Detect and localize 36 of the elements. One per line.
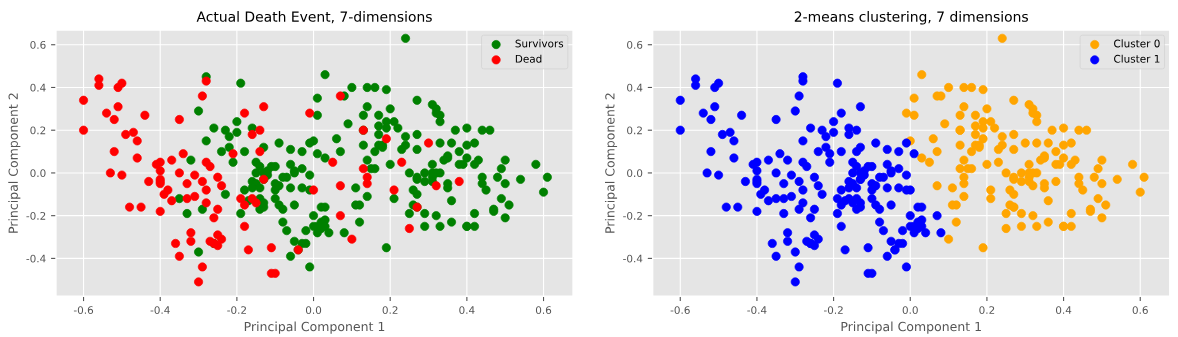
- legend-label: Cluster 0: [1114, 39, 1160, 48]
- x-axis-title: Principal Component 1: [244, 321, 385, 334]
- x-tick-label: 0.2: [382, 306, 398, 315]
- x-tick-label: 0.2: [979, 306, 995, 315]
- y-tick-label: -0.4: [623, 254, 643, 263]
- y-axis-title: Principal Component 2: [604, 93, 618, 233]
- y-tick-label: 0.6: [30, 40, 46, 49]
- x-tick-label: -0.4: [150, 306, 170, 315]
- x-tick-label: -0.4: [747, 306, 767, 315]
- x-tick-label: 0.6: [535, 306, 552, 315]
- x-tick-label: 0.0: [305, 306, 322, 315]
- y-tick-label: -0.4: [26, 254, 46, 263]
- y-tick-label: 0.4: [30, 83, 46, 92]
- x-tick-label: 0.4: [1055, 306, 1072, 315]
- y-tick-label: 0.0: [627, 169, 643, 178]
- x-axis-title: Principal Component 1: [841, 321, 981, 334]
- x-tick-label: -0.6: [670, 306, 690, 315]
- y-tick-label: 0.4: [627, 83, 643, 92]
- y-axis-title: Principal Component 2: [8, 93, 21, 233]
- x-tick-label: -0.2: [823, 306, 843, 315]
- x-tick-label: 0.4: [459, 306, 475, 315]
- x-tick-label: -0.2: [227, 306, 246, 315]
- y-tick-label: -0.2: [26, 211, 46, 220]
- legend-label: Cluster 1: [1114, 54, 1160, 63]
- y-tick-label: 0.2: [30, 126, 46, 135]
- legend-label: Dead: [515, 54, 542, 63]
- chart-title: 2-means clustering, 7 dimensions: [794, 11, 1028, 25]
- y-tick-label: -0.2: [623, 211, 642, 220]
- y-tick-label: 0.6: [627, 40, 643, 49]
- chart-title: Actual Death Event, 7-dimensions: [196, 11, 432, 24]
- legend-label: Survivors: [515, 39, 564, 48]
- y-tick-label: 0.2: [627, 126, 642, 135]
- x-tick-label: 0.0: [902, 306, 918, 315]
- x-tick-label: 0.6: [1132, 306, 1148, 315]
- x-tick-label: -0.6: [73, 306, 94, 315]
- y-tick-label: 0.0: [30, 169, 46, 178]
